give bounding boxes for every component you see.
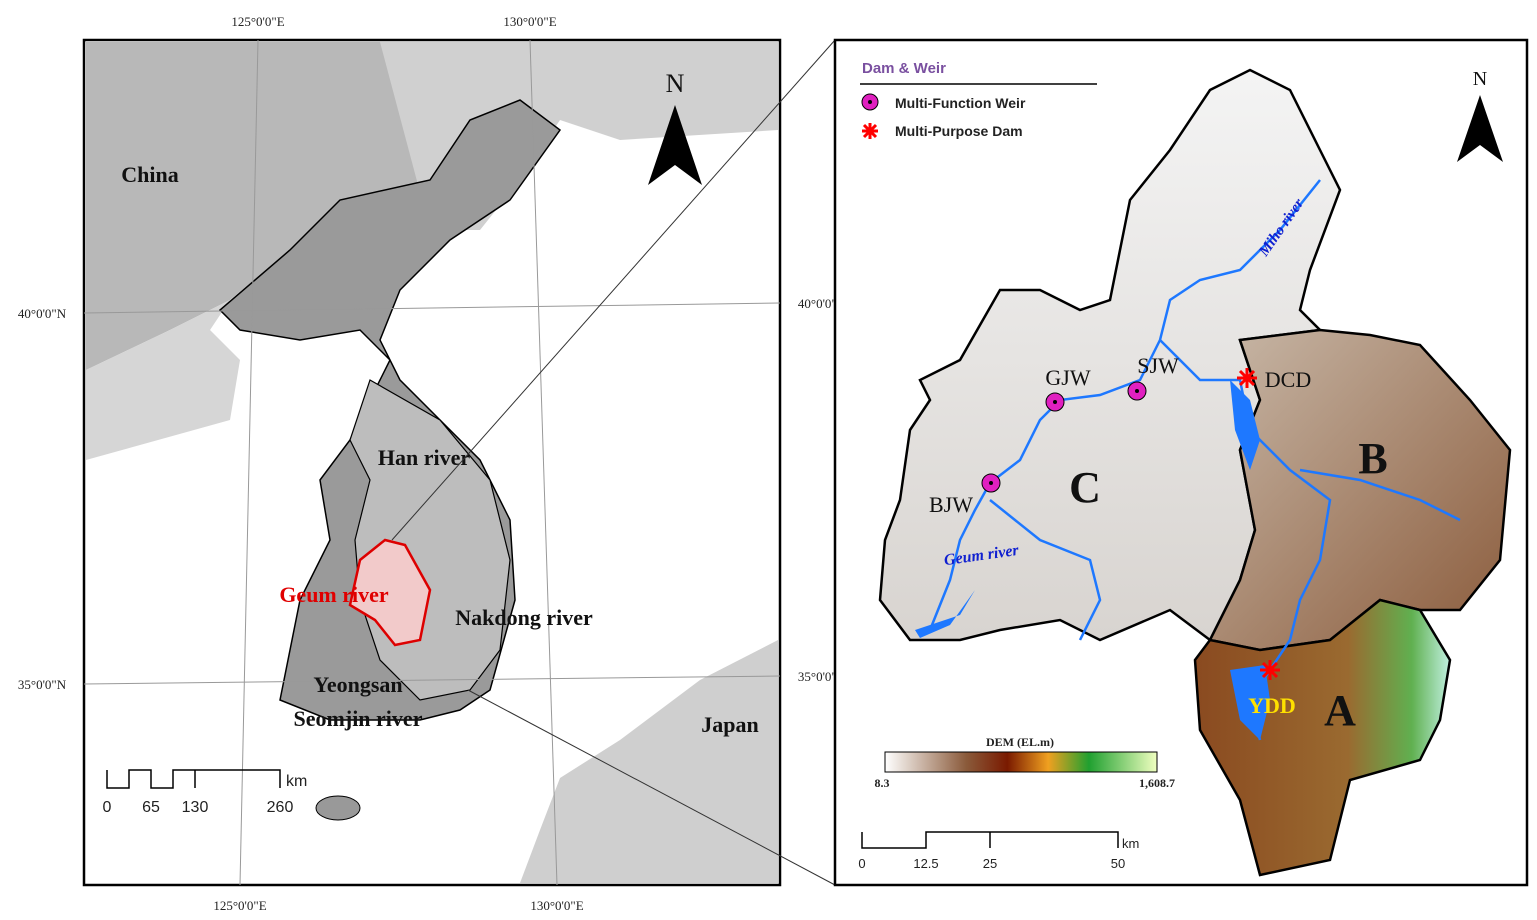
river-label: Seomjin river	[294, 706, 423, 731]
scale-label: 260	[267, 799, 294, 816]
scale-bar	[861, 831, 1119, 849]
meridian	[529, 39, 558, 886]
japan-land	[520, 640, 778, 883]
parallel	[83, 302, 781, 314]
reservoir	[1230, 665, 1270, 740]
weir-dots	[868, 100, 1139, 485]
legend-title: Dam & Weir	[862, 60, 946, 77]
zoom-line	[467, 689, 836, 886]
site-label: GJW	[1045, 365, 1090, 390]
graticule-label: 125°0'0"E	[213, 898, 266, 913]
jeju	[315, 795, 361, 821]
graticule-label: 130°0'0"E	[530, 898, 583, 913]
dem-colorbar	[884, 751, 1158, 773]
legend-dam	[862, 123, 878, 139]
scale-label: 130	[182, 799, 209, 816]
site-label: DCD	[1265, 367, 1311, 392]
river-body	[915, 590, 975, 638]
site-label: SJW	[1137, 353, 1179, 378]
scale-unit: km	[286, 773, 307, 790]
scale-label: 50	[1111, 856, 1125, 871]
river-line	[1299, 468, 1461, 522]
meridian	[239, 39, 259, 886]
dem-title: DEM (EL.m)	[986, 735, 1054, 749]
site-label: BJW	[929, 492, 973, 517]
reservoir	[1230, 380, 1260, 470]
dam-marker	[1260, 660, 1280, 680]
north-label: N	[666, 69, 685, 98]
parallel	[83, 675, 781, 685]
river-line	[928, 179, 1321, 631]
scale-label: 0	[103, 799, 112, 816]
dam-marker	[1237, 368, 1257, 388]
china-coast	[86, 300, 240, 460]
scale-label: 0	[858, 856, 865, 871]
geum-basin	[348, 538, 432, 647]
zoom-line	[391, 39, 836, 541]
site-label: YDD	[1248, 693, 1296, 718]
scale-label: 65	[142, 799, 160, 816]
river-label: Geum river	[279, 582, 389, 607]
legend-item: Multi-Purpose Dam	[895, 123, 1023, 139]
scale-unit: km	[1122, 836, 1139, 851]
river-label: Han river	[378, 445, 470, 470]
river-line	[989, 499, 1102, 641]
dem-min: 8.3	[875, 776, 890, 790]
river-label: Nakdong river	[455, 605, 593, 630]
scale-label: 12.5	[913, 856, 938, 871]
region-label: C	[1069, 463, 1101, 512]
graticule-label: 35°0'0"N	[18, 677, 67, 692]
river-label: Yeongsan	[313, 672, 402, 697]
graticule-label: 125°0'0"E	[231, 14, 284, 29]
region-c	[878, 68, 1342, 642]
north-arrow	[1457, 95, 1503, 162]
graticule-label: 130°0'0"E	[503, 14, 556, 29]
right-map: Dam & Weir Multi-Function Weir Multi-Pur…	[833, 38, 1529, 887]
legend-item: Multi-Function Weir	[895, 95, 1026, 111]
dem-max: 1,608.7	[1139, 776, 1175, 790]
region-label: A	[1324, 686, 1356, 735]
region-label: B	[1358, 434, 1387, 483]
graticule-label: 40°0'0"N	[18, 306, 67, 321]
scale-label: 25	[983, 856, 997, 871]
place-label: Japan	[701, 712, 758, 737]
dam-markers	[862, 123, 1280, 680]
scale-bar	[106, 769, 281, 789]
north-arrow	[648, 105, 702, 185]
place-label: China	[121, 162, 178, 187]
north-label: N	[1473, 68, 1487, 90]
left-map: 125°0'0"E 130°0'0"E 125°0'0"E 130°0'0"E …	[18, 14, 847, 913]
